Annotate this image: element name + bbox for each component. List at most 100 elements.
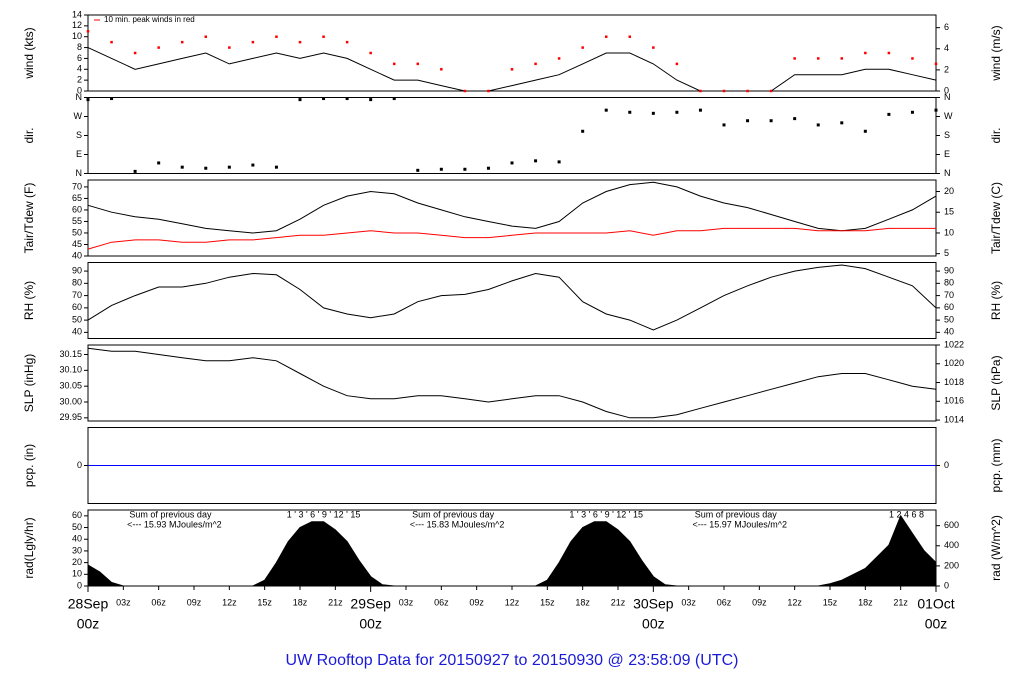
data-point: [934, 108, 938, 112]
y-tick-label: 20: [72, 557, 82, 567]
data-point: [110, 97, 114, 101]
y2-axis-label: SLP (hPa): [989, 355, 1003, 410]
x-tick-label: 18z: [858, 597, 873, 607]
x-date-label: 01Oct: [917, 596, 954, 612]
y2-tick-label: 600: [944, 520, 959, 530]
y-tick-label: 6: [77, 53, 82, 63]
y-tick-label: 70: [72, 181, 82, 191]
data-point: [652, 46, 655, 49]
y2-tick-label: 70: [944, 290, 954, 300]
x-tick-label: 12z: [505, 597, 520, 607]
y2-tick-label: 40: [944, 327, 954, 337]
y-tick-label: 55: [72, 216, 82, 226]
y-tick-label: 0: [77, 580, 82, 590]
y-axis-label: dir.: [22, 127, 36, 143]
x-tick-label: 03z: [399, 597, 414, 607]
y2-tick-label: 1016: [944, 396, 964, 406]
x-date-sublabel: 00z: [77, 616, 100, 632]
data-point: [746, 89, 749, 93]
hour-mark: 1 2 4 6 8: [889, 509, 924, 519]
y2-tick-label: 60: [944, 302, 954, 312]
rad-note: Sum of previous day: [412, 509, 495, 519]
data-point: [110, 40, 113, 44]
data-point: [863, 129, 867, 133]
y-tick-label: 30: [72, 545, 82, 555]
data-point: [887, 112, 891, 116]
y-tick-label: 30.15: [59, 349, 82, 359]
y-tick-label: E: [76, 149, 82, 159]
y-tick-label: 29.95: [59, 412, 82, 422]
x-tick-label: 03z: [116, 597, 131, 607]
data-point: [746, 119, 750, 123]
data-point: [392, 97, 396, 101]
y2-tick-label: 1014: [944, 414, 964, 424]
x-tick-label: 21z: [611, 597, 626, 607]
y2-axis-label: wind (m/s): [989, 25, 1003, 81]
y-tick-label: 0: [77, 460, 82, 470]
y-tick-label: 45: [72, 239, 82, 249]
data-point: [463, 89, 467, 93]
x-date-label: 28Sep: [68, 596, 109, 612]
data-point: [157, 161, 161, 165]
x-tick-label: 09z: [187, 597, 202, 607]
data-point: [463, 167, 467, 171]
x-tick-label: 21z: [893, 597, 908, 607]
y2-tick-label: 1020: [944, 358, 964, 368]
data-point: [698, 108, 702, 112]
rad-note: <--- 15.97 MJoules/m^2: [693, 519, 788, 529]
data-point: [793, 117, 797, 121]
y2-tick-label: 4: [944, 43, 949, 53]
y-tick-label: 4: [77, 64, 82, 74]
x-tick-label: 06z: [151, 597, 166, 607]
data-point: [910, 110, 914, 114]
rad-note: Sum of previous day: [129, 509, 212, 519]
y2-axis-label: pcp. (mm): [989, 438, 1003, 492]
data-point: [628, 110, 632, 114]
data-point: [275, 35, 278, 38]
y2-tick-label: S: [944, 130, 950, 140]
data-point: [840, 57, 844, 60]
y2-tick-label: 5: [944, 248, 949, 258]
x-tick-label: 15z: [257, 597, 272, 607]
data-point: [274, 165, 278, 169]
page-title: UW Rooftop Data for 20150927 to 20150930…: [286, 652, 739, 669]
y-tick-label: 90: [72, 265, 82, 275]
data-point: [251, 40, 255, 44]
data-point: [581, 129, 585, 133]
y-tick-label: 50: [72, 314, 82, 324]
data-point: [769, 119, 773, 123]
x-tick-label: 12z: [787, 597, 802, 607]
data-point: [157, 46, 160, 49]
data-point: [440, 68, 443, 71]
x-date-sublabel: 00z: [642, 616, 665, 632]
y-tick-label: 30.05: [59, 381, 82, 391]
data-point: [557, 57, 561, 60]
y-axis-label: SLP (inHg): [22, 354, 36, 412]
data-point: [86, 30, 90, 33]
data-point: [369, 51, 372, 55]
data-point: [510, 68, 514, 71]
panel-frame: [87, 179, 937, 257]
data-point: [322, 97, 326, 101]
y-tick-label: 30.10: [59, 365, 82, 375]
x-tick-label: 06z: [717, 597, 732, 607]
data-point: [722, 123, 726, 127]
panel-frame: [87, 262, 937, 339]
data-point: [816, 57, 820, 60]
data-point: [557, 160, 561, 164]
data-point: [204, 35, 208, 38]
data-point: [439, 167, 443, 171]
x-tick-label: 09z: [752, 597, 767, 607]
data-point: [416, 62, 420, 66]
data-point: [416, 168, 420, 172]
y-tick-label: 8: [77, 42, 82, 52]
data-point: [345, 40, 349, 44]
hour-mark: 1 ' 3 ' 6 ' 9 ' 12 ' 15: [569, 509, 643, 519]
y-tick-label: 0: [77, 85, 82, 95]
y-tick-label: W: [74, 111, 83, 121]
y-tick-label: 40: [72, 534, 82, 544]
data-line: [87, 347, 937, 419]
data-point: [345, 97, 349, 101]
data-point: [911, 57, 914, 60]
